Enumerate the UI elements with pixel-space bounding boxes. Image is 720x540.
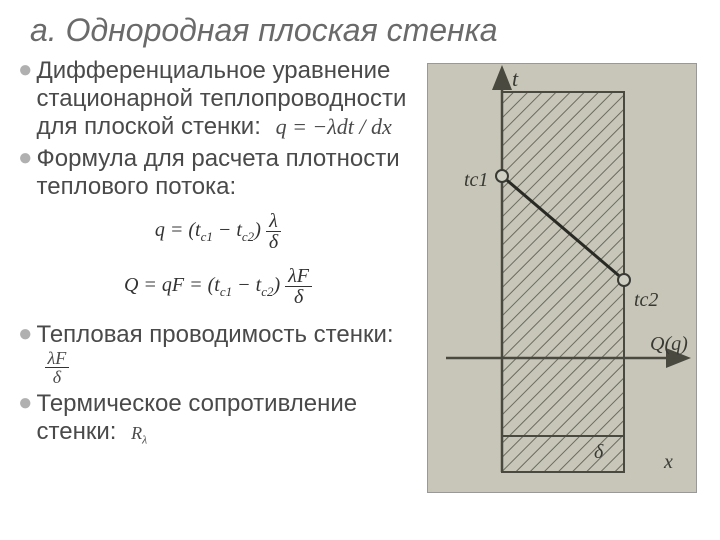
Q-den: δ bbox=[285, 287, 312, 307]
bullet-icon: ● bbox=[18, 321, 33, 386]
wall-rect bbox=[502, 92, 624, 472]
tc1-point bbox=[496, 170, 508, 182]
q-rhs: ) bbox=[254, 219, 261, 241]
left-column: ● Дифференциальное уравнение стационарно… bbox=[18, 57, 418, 493]
eq-diff: q = −λdt / dx bbox=[268, 114, 392, 139]
tc2-label: tс2 bbox=[634, 289, 658, 311]
Q-frac: λFδ bbox=[285, 266, 312, 307]
bullet-2: ● Формула для расчета плотности тепловог… bbox=[18, 145, 418, 201]
bullet-4-text: Термическое сопротивление стенки: Rλ bbox=[37, 390, 419, 455]
Q-s1: c1 bbox=[220, 284, 232, 299]
Q-num: λF bbox=[285, 266, 312, 287]
eq-resist: Rλ bbox=[123, 423, 147, 443]
equation-Q: Q = qF = (tc1 − tc2) λFδ bbox=[18, 266, 418, 307]
bullet-4-body: Термическое сопротивление стенки: bbox=[37, 390, 358, 445]
Q-mid: − t bbox=[232, 274, 261, 296]
bullet-icon: ● bbox=[18, 390, 33, 455]
bullet-4: ● Термическое сопротивление стенки: Rλ bbox=[18, 390, 418, 455]
delta-label: δ bbox=[594, 441, 604, 463]
q-s2: c2 bbox=[242, 229, 254, 244]
bullet-icon: ● bbox=[18, 57, 33, 141]
slide-title: а. Однородная плоская стенка bbox=[0, 0, 720, 57]
q-mid: − t bbox=[213, 219, 242, 241]
content-row: ● Дифференциальное уравнение стационарно… bbox=[0, 57, 720, 493]
Q-axis-label: Q(q) bbox=[650, 333, 688, 355]
heat-wall-diagram: t Q(q) x δ tс1 tс2 bbox=[427, 63, 697, 493]
cond-num: λF bbox=[45, 349, 70, 368]
cond-den: δ bbox=[45, 368, 70, 386]
bullet-2-text: Формула для расчета плотности теплового … bbox=[37, 145, 419, 201]
tc1-label: tс1 bbox=[464, 169, 488, 191]
bullet-3-body: Тепловая проводимость стенки: bbox=[37, 321, 394, 348]
Q-rhs: ) bbox=[273, 274, 280, 296]
equation-q: q = (tc1 − tc2) λδ bbox=[18, 211, 418, 252]
diagram-svg: t Q(q) x δ tс1 tс2 bbox=[428, 64, 698, 494]
bullet-3: ● Тепловая проводимость стенки: λFδ bbox=[18, 321, 418, 386]
bullet-3-text: Тепловая проводимость стенки: λFδ bbox=[37, 321, 419, 386]
Q-s2: c2 bbox=[261, 284, 273, 299]
q-frac: λδ bbox=[266, 211, 281, 252]
title-text: а. Однородная плоская стенка bbox=[30, 12, 498, 48]
bullet-1: ● Дифференциальное уравнение стационарно… bbox=[18, 57, 418, 141]
q-den: δ bbox=[266, 232, 281, 252]
tc2-point bbox=[618, 274, 630, 286]
bullet-icon: ● bbox=[18, 145, 33, 201]
right-column: t Q(q) x δ tс1 tс2 bbox=[418, 57, 706, 493]
Q-lhs: Q = qF = (t bbox=[124, 274, 220, 296]
eq-conduct: λFδ bbox=[37, 356, 70, 376]
x-axis-label: x bbox=[663, 451, 673, 473]
q-num: λ bbox=[266, 211, 281, 232]
bullet-1-text: Дифференциальное уравнение стационарной … bbox=[37, 57, 419, 141]
q-lhs: q = (t bbox=[155, 219, 201, 241]
q-s1: c1 bbox=[201, 229, 213, 244]
t-axis-label: t bbox=[512, 66, 519, 91]
